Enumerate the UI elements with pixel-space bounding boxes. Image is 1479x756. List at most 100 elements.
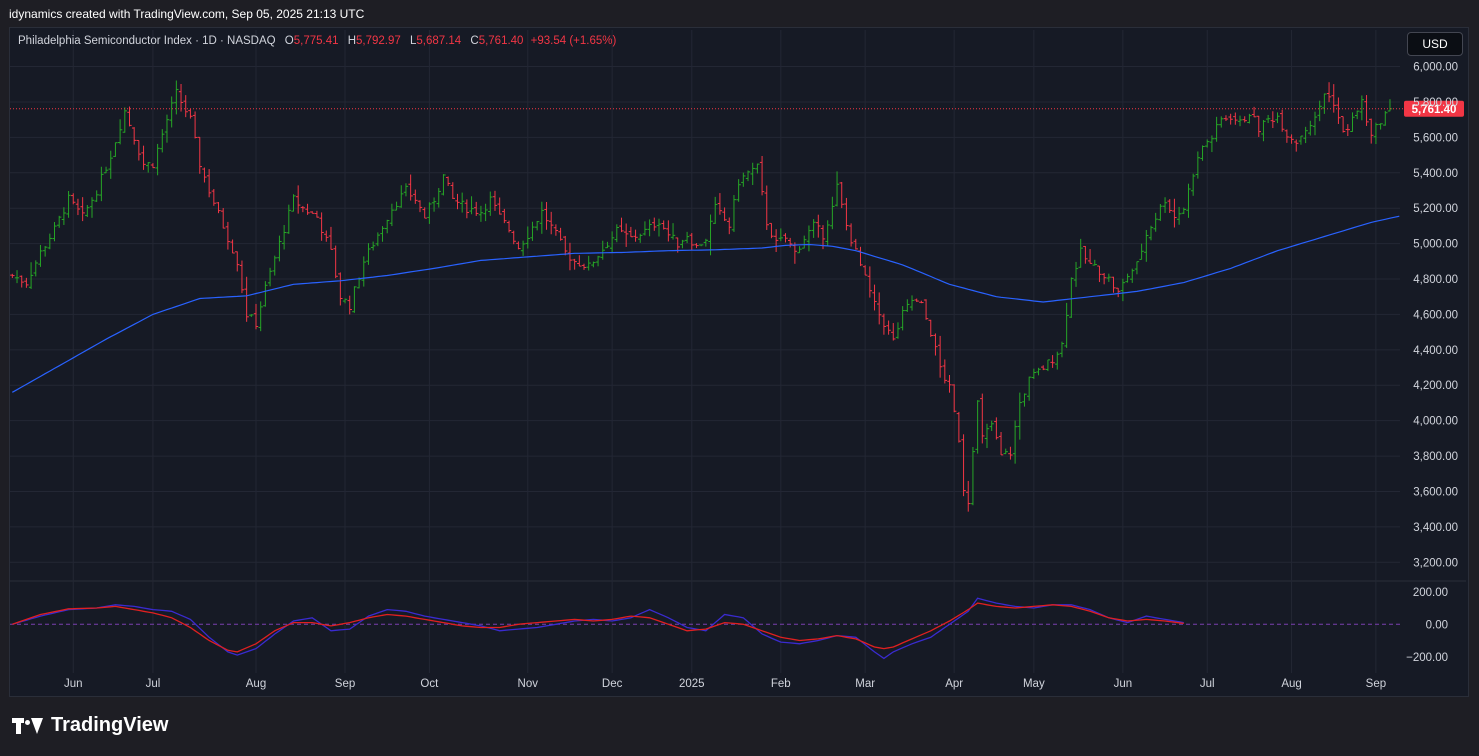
ohlc-bar	[619, 217, 624, 233]
ohlc-bar	[1162, 197, 1168, 213]
oscillator-tick-label: 0.00	[1426, 619, 1448, 631]
ohlc-bar	[656, 218, 662, 237]
ohlc-bar	[174, 80, 179, 115]
ohlc-bar	[1233, 112, 1238, 125]
ohlc-bar	[253, 303, 259, 330]
ohlc-bar	[492, 190, 498, 211]
price-tick-label: 5,400.00	[1413, 168, 1458, 180]
ohlc-bar	[1317, 100, 1322, 122]
legend-high-value: 5,792.97	[356, 35, 401, 47]
ohlc-bar	[638, 233, 643, 243]
ohlc-bar	[633, 229, 638, 242]
ohlc-bar	[951, 384, 957, 413]
oscillator-tick-label: 200.00	[1413, 587, 1448, 599]
ohlc-bar	[230, 239, 235, 254]
price-tick-label: 5,800.00	[1413, 97, 1458, 109]
currency-button[interactable]: USD	[1407, 32, 1463, 56]
ohlc-bar	[1303, 126, 1308, 144]
ohlc-bar	[459, 192, 465, 213]
ohlc-bar	[141, 145, 146, 170]
ohlc-bar	[216, 202, 221, 214]
ohlc-bar	[549, 211, 554, 235]
ohlc-bar	[647, 219, 652, 237]
time-tick-label: Sep	[1366, 678, 1386, 690]
ohlc-bar	[848, 223, 854, 247]
ohlc-bar	[722, 207, 727, 222]
ohlc-bar	[1144, 229, 1149, 262]
ohlc-bar	[385, 219, 390, 234]
ohlc-bar	[1350, 112, 1355, 132]
ohlc-bar	[1003, 448, 1008, 455]
ohlc-bar	[511, 230, 516, 245]
ohlc-bar	[1261, 119, 1266, 142]
ohlc-bar	[1167, 199, 1172, 213]
ohlc-bar	[652, 217, 657, 231]
ohlc-bar	[47, 233, 53, 250]
ohlc-bar	[319, 212, 324, 241]
ohlc-bar	[764, 185, 769, 230]
time-tick-label: Jun	[1114, 678, 1133, 690]
ohlc-bar	[891, 323, 896, 341]
ohlc-bar	[436, 188, 441, 208]
ohlc-bar	[427, 202, 432, 224]
ohlc-bar	[417, 200, 423, 213]
ohlc-bar	[66, 191, 71, 218]
ohlc-bar	[1214, 116, 1219, 142]
ohlc-bar	[661, 220, 666, 230]
ohlc-bar	[211, 188, 217, 206]
chart-area[interactable]	[9, 27, 1469, 697]
ohlc-bar	[235, 251, 240, 272]
ohlc-bar	[85, 205, 90, 218]
legend-change-value: +93.54 (+1.65%)	[530, 35, 617, 47]
axis-labels: 3,200.00 3,400.00 3,600.00 3,800.00 4,000.00…	[64, 62, 1458, 690]
ohlc-bar	[127, 106, 132, 127]
ohlc-bar	[1270, 111, 1276, 129]
ohlc-bar	[581, 263, 587, 270]
ohlc-bar	[164, 114, 170, 143]
ohlc-bar	[623, 223, 629, 247]
legend-open-label: O	[284, 35, 294, 47]
ohlc-bar	[1097, 265, 1102, 283]
ohlc-bar	[1190, 173, 1196, 196]
ohlc-bar	[502, 208, 507, 224]
ohlc-bar	[188, 108, 193, 119]
ohlc-bar	[192, 111, 198, 139]
time-tick-label: Aug	[1281, 678, 1301, 690]
ohlc-bar	[221, 208, 226, 229]
ohlc-bar	[937, 335, 943, 378]
ohlc-bar	[544, 201, 549, 230]
ohlc-bar	[1219, 116, 1224, 128]
ohlc-bar	[1284, 129, 1290, 143]
ohlc-bar	[305, 203, 310, 215]
ohlc-bar	[497, 197, 502, 215]
ohlc-bar	[806, 225, 812, 252]
ohlc-bar	[225, 221, 231, 250]
ohlc-bar	[258, 301, 263, 332]
ohlc-bar	[277, 235, 282, 262]
price-tick-label: 3,400.00	[1413, 522, 1458, 534]
ohlc-bar	[352, 286, 357, 313]
ohlc-bar	[1008, 446, 1013, 460]
ohlc-bar	[361, 256, 366, 287]
ohlc-bar	[877, 292, 882, 325]
ohlc-bar	[1359, 95, 1365, 121]
last-price-label: 5,761.40	[1412, 104, 1457, 116]
ohlc-bar	[1373, 122, 1379, 145]
ohlc-bar	[342, 298, 348, 304]
ohlc-bars	[10, 80, 1393, 512]
ohlc-bar	[146, 162, 151, 173]
ohlc-bar	[1383, 110, 1388, 126]
ohlc-bar	[1369, 118, 1374, 144]
ohlc-bar	[1111, 276, 1116, 293]
ohlc-bar	[684, 231, 690, 244]
ohlc-bar	[10, 273, 15, 279]
price-tick-label: 4,800.00	[1413, 274, 1458, 286]
ohlc-bar	[577, 255, 582, 267]
ohlc-bar	[19, 275, 24, 288]
ohlc-bar	[155, 143, 160, 176]
brand-name: TradingView	[51, 714, 169, 736]
ohlc-bar	[202, 167, 207, 183]
ohlc-bar	[408, 174, 413, 201]
ohlc-bar	[1059, 341, 1065, 358]
